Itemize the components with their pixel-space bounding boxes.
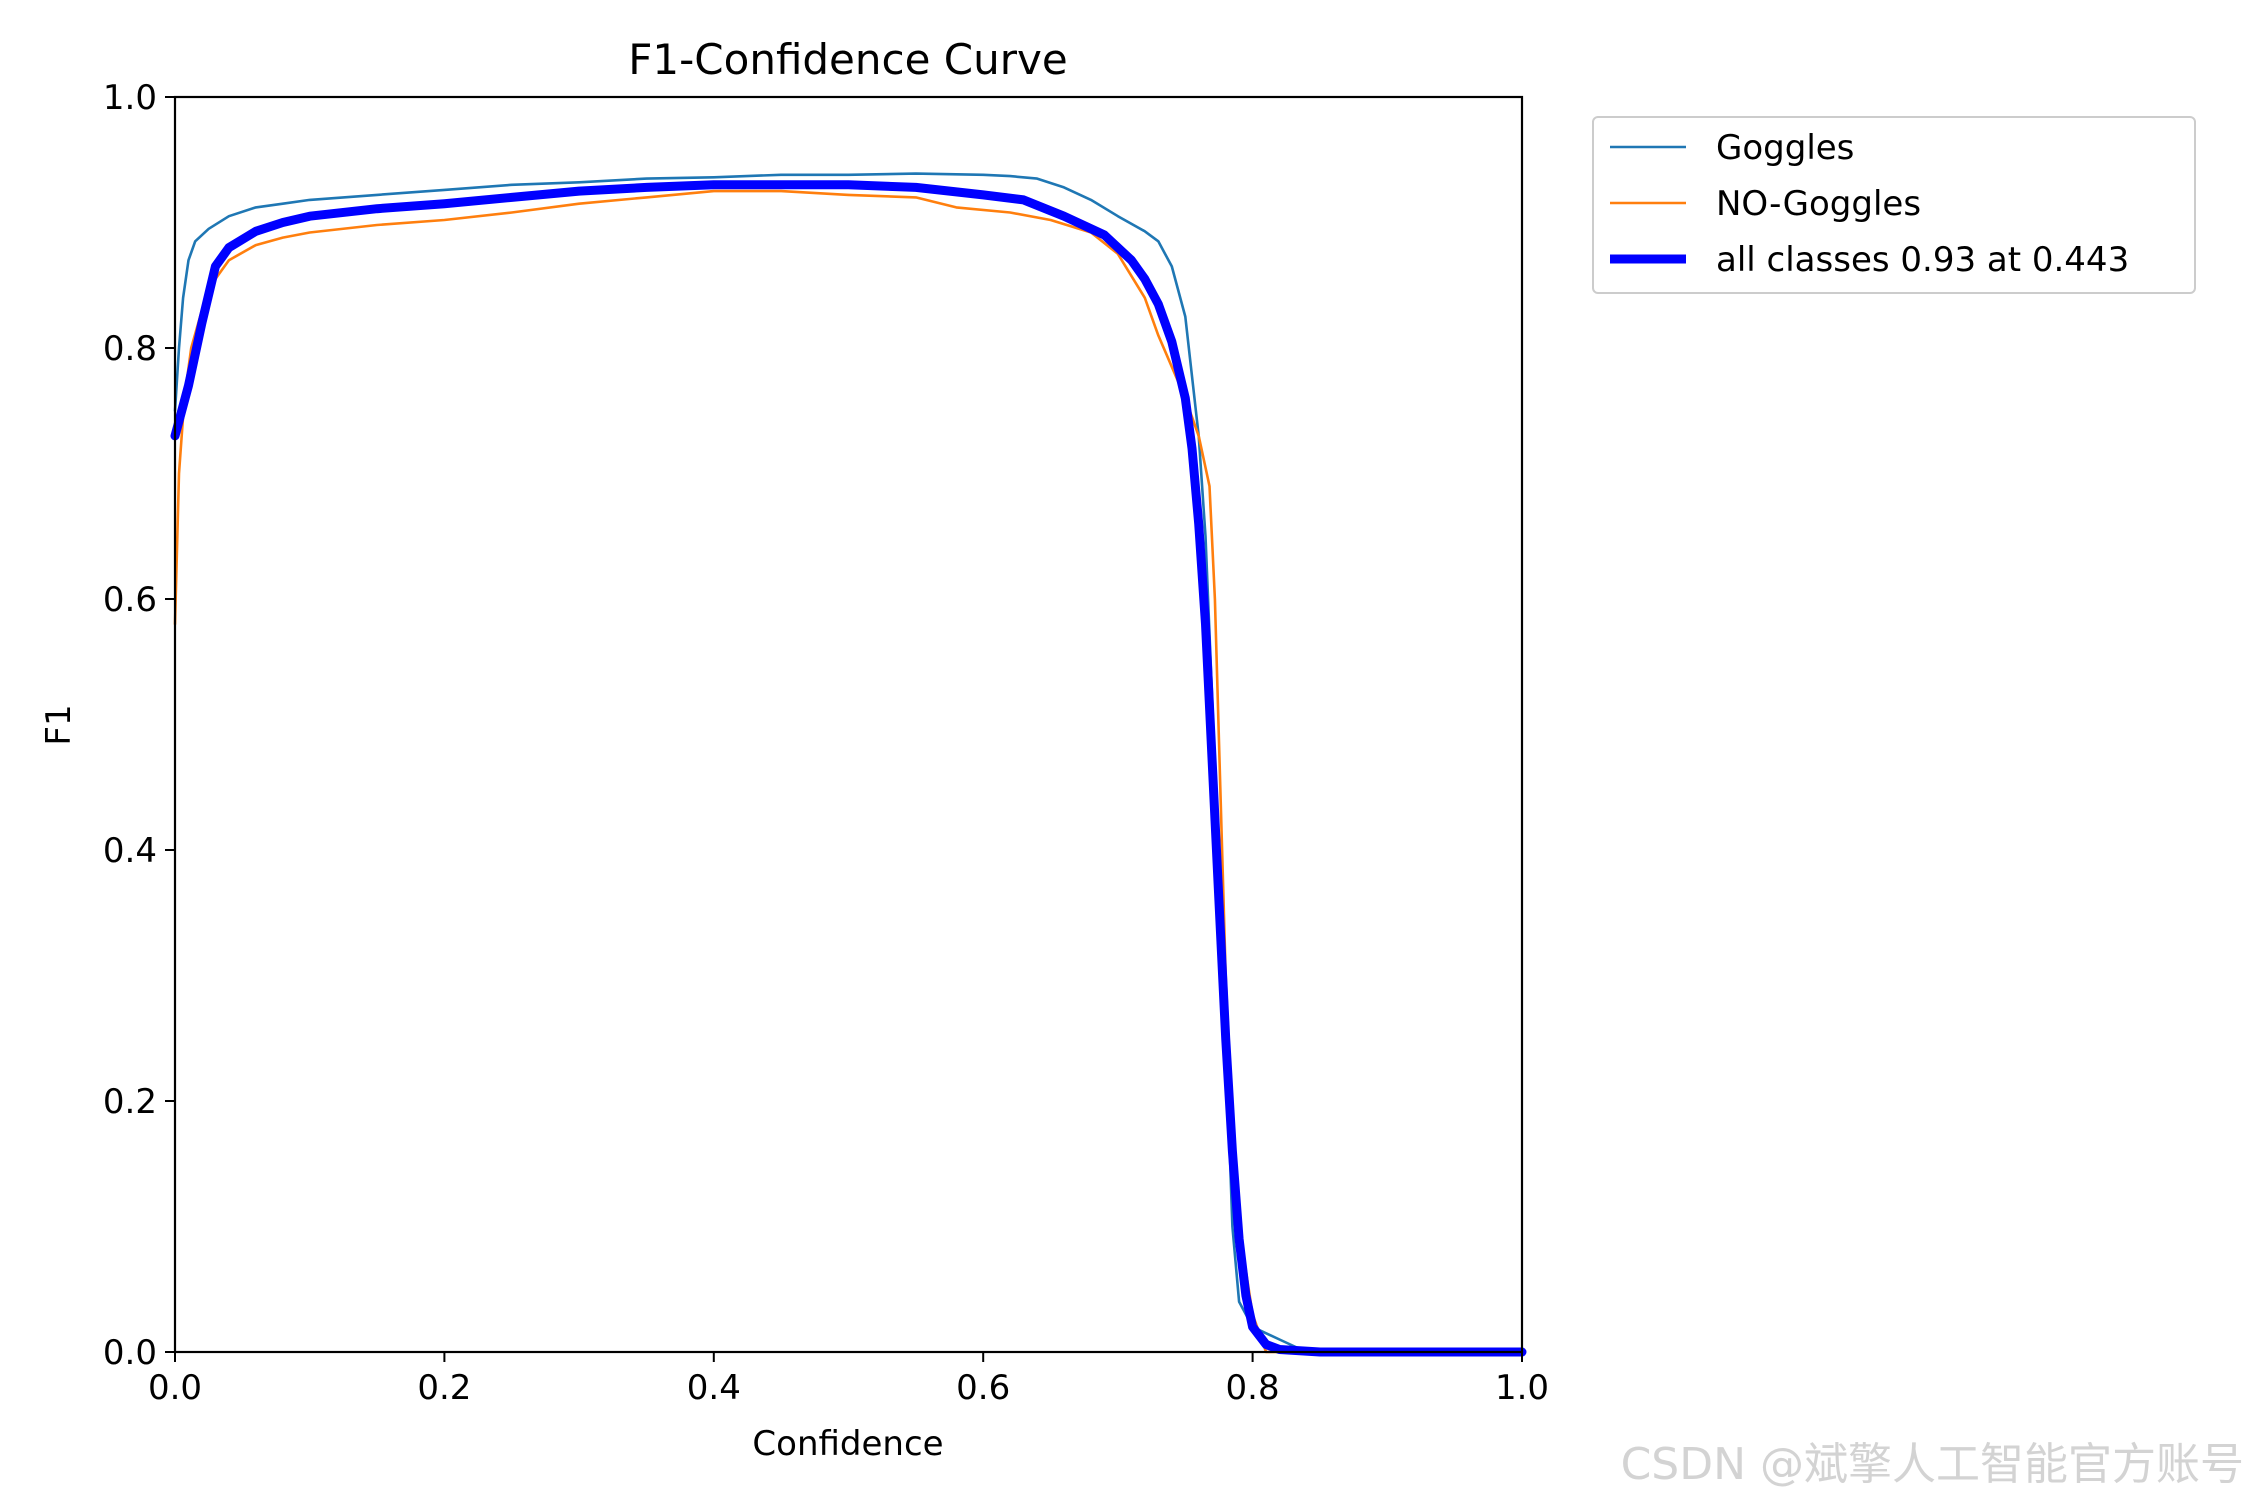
x-tick-label: 0.2 (417, 1368, 471, 1408)
series-line-3 (170, 180, 1527, 1357)
plot-frame (173, 95, 1524, 1354)
y-axis-label: F1 (39, 704, 79, 745)
x-axis-ticks: 0.0 0.2 0.4 0.6 0.8 1.0 (148, 1352, 1549, 1408)
y-tick-label: 0.2 (103, 1082, 157, 1122)
series-line-1 (173, 172, 1524, 1354)
y-tick-label: 0.4 (103, 831, 157, 871)
legend-label-1: Goggles (1716, 128, 1854, 168)
x-tick-label: 0.8 (1226, 1368, 1280, 1408)
legend: Goggles NO-Goggles all classes 0.93 at 0.4… (1592, 116, 2196, 294)
x-tick-label: 1.0 (1495, 1368, 1549, 1408)
legend-box (1592, 116, 2196, 294)
x-axis-label: Confidence (752, 1424, 943, 1464)
y-tick-label: 0.8 (103, 329, 157, 369)
legend-label-2: NO-Goggles (1716, 184, 1921, 224)
watermark: CSDN @斌擎人工智能官方账号 (1620, 1439, 2244, 1490)
x-tick-label: 0.0 (148, 1368, 202, 1408)
legend-label-3: all classes 0.93 at 0.443 (1716, 240, 2129, 280)
x-tick-label: 0.6 (956, 1368, 1010, 1408)
series-line-2 (173, 189, 1524, 1354)
x-tick-label: 0.4 (687, 1368, 741, 1408)
chart-title: F1-Confidence Curve (628, 35, 1067, 84)
series-layer (170, 172, 1527, 1357)
y-tick-label: 0.0 (103, 1333, 157, 1373)
y-axis-ticks: 0.0 0.2 0.4 0.6 0.8 1.0 (103, 78, 175, 1373)
y-tick-label: 1.0 (103, 78, 157, 118)
y-tick-label: 0.6 (103, 580, 157, 620)
